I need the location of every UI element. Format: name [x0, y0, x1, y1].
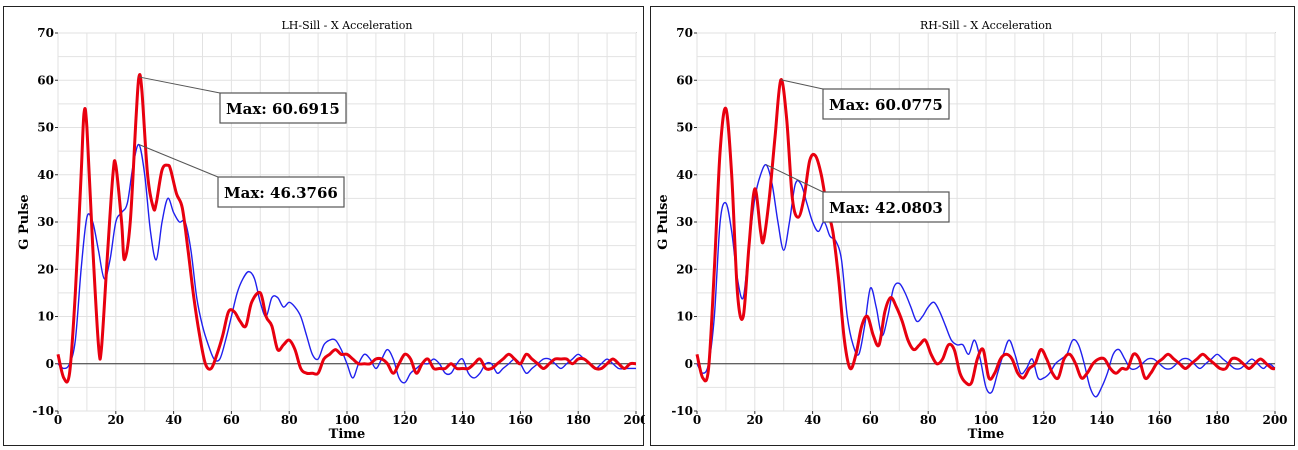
- annotation-leader: [138, 144, 219, 178]
- x-tick-label: 200: [623, 413, 645, 427]
- y-tick-label: -10: [671, 404, 693, 418]
- annotation-leader: [780, 79, 824, 90]
- y-tick-label: 60: [676, 73, 693, 87]
- annotation-label: Max: 60.6915: [226, 100, 340, 118]
- y-tick-label: 50: [37, 121, 54, 135]
- annotation-leader: [766, 164, 824, 193]
- y-tick-label: 0: [685, 357, 693, 371]
- x-tick-label: 100: [973, 413, 998, 427]
- chart-title: RH-Sill - X Acceleration: [920, 19, 1052, 32]
- chart-panel-right: 0 20 40 60 80 100 120 140 160 180 200 -10 0 10 20 30 40 5…: [650, 6, 1295, 446]
- y-tick-label: 50: [676, 121, 693, 135]
- y-tick-label: 70: [676, 26, 693, 40]
- annotation-box: [822, 88, 950, 120]
- annotation-box: [822, 191, 950, 223]
- y-axis-label: G Pulse: [656, 194, 671, 249]
- x-tick-label: 80: [281, 413, 298, 427]
- x-tick-label: 140: [450, 413, 475, 427]
- y-tick-label: 40: [676, 168, 693, 182]
- x-tick-label: 0: [54, 413, 62, 427]
- series-line-blue: [57, 143, 636, 384]
- y-tick-label: 10: [37, 310, 54, 324]
- x-tick-label: 120: [1031, 413, 1056, 427]
- y-tick-label: 70: [37, 26, 54, 40]
- x-tick-label: 140: [1089, 413, 1114, 427]
- y-tick-label: 10: [676, 310, 693, 324]
- chart-right: 0 20 40 60 80 100 120 140 160 180 200-100102030405…: [656, 19, 1288, 442]
- x-tick-label: 40: [165, 413, 182, 427]
- x-tick-label: 180: [1205, 413, 1230, 427]
- chart-left: 0 20 40 60 80 100 120 140 160 180 200-100102030405…: [17, 19, 645, 442]
- x-tick-label: 80: [920, 413, 937, 427]
- x-tick-label: 160: [1147, 413, 1172, 427]
- y-axis-label: G Pulse: [17, 194, 32, 249]
- annotation-box: [219, 92, 347, 124]
- y-tick-label: -10: [32, 404, 54, 418]
- x-tick-label: 0: [693, 413, 701, 427]
- annotation-label: Max: 46.3766: [224, 184, 338, 202]
- x-tick-label: 20: [107, 413, 124, 427]
- annotation-leader: [138, 76, 221, 94]
- y-tick-label: 60: [37, 73, 54, 87]
- y-tick-label: 30: [676, 215, 693, 229]
- y-tick-label: 0: [46, 357, 54, 371]
- series-line-red: [695, 78, 1276, 387]
- chart-panel-left: 0 20 40 60 80 100 120 140 160 180 200 -10 0 10 20 30 40 5…: [3, 6, 645, 446]
- x-axis-label: Time: [968, 427, 1005, 442]
- y-tick-label: 40: [37, 168, 54, 182]
- y-tick-label: 20: [676, 262, 693, 276]
- x-tick-label: 160: [508, 413, 533, 427]
- annotation-label: Max: 60.0775: [829, 96, 943, 114]
- y-tick-label: 30: [37, 215, 54, 229]
- x-tick-label: 40: [804, 413, 821, 427]
- x-tick-label: 120: [392, 413, 417, 427]
- x-tick-label: 60: [223, 413, 240, 427]
- y-tick-label: 20: [37, 262, 54, 276]
- x-tick-label: 180: [566, 413, 591, 427]
- annotation-label: Max: 42.0803: [829, 199, 943, 217]
- chart-title: LH-Sill - X Acceleration: [281, 19, 412, 32]
- x-axis-label: Time: [329, 427, 366, 442]
- series-line-red: [56, 73, 637, 384]
- x-tick-label: 60: [862, 413, 879, 427]
- x-tick-label: 100: [334, 413, 359, 427]
- x-tick-label: 20: [746, 413, 763, 427]
- x-tick-label: 200: [1262, 413, 1287, 427]
- annotation-box: [217, 176, 345, 208]
